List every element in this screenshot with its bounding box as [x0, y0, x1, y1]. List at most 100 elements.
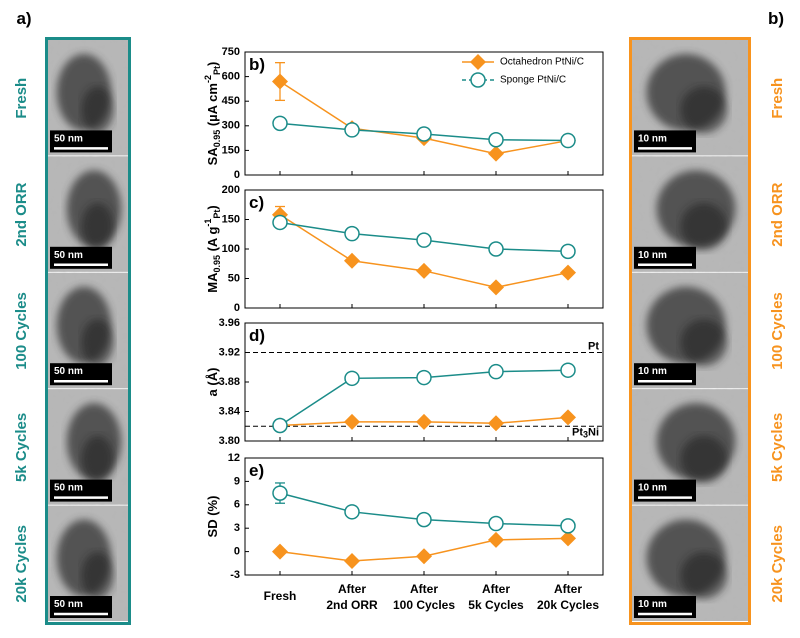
- panel-label: b): [249, 55, 265, 74]
- particle: [680, 435, 728, 483]
- y-tick-label: -3: [230, 569, 240, 581]
- text-piece: 3: [583, 430, 588, 440]
- x-tick-label: 20k Cycles: [537, 598, 599, 612]
- marker-circle: [488, 131, 504, 148]
- panel-label: d): [249, 326, 265, 345]
- particle: [81, 319, 114, 366]
- marker-circle: [560, 518, 576, 534]
- marker-circle: [560, 362, 576, 378]
- scale-box: [50, 246, 112, 269]
- reference-label: Pt: [588, 340, 599, 352]
- marker-circle: [416, 511, 432, 528]
- text-piece: -1: [203, 219, 213, 227]
- image-frame: [629, 37, 751, 625]
- scale-label: 10 nm: [638, 133, 667, 144]
- text-piece: (A g: [205, 227, 220, 255]
- scale-box: [634, 246, 696, 269]
- y-tick-label: 450: [222, 95, 240, 107]
- scale-box: [634, 363, 696, 386]
- scale-box: [634, 596, 696, 618]
- x-tick-label: After: [338, 582, 366, 596]
- y-tick-label: 3.80: [219, 435, 240, 447]
- marker-diamond: [488, 415, 504, 432]
- y-tick-label: 0: [234, 169, 240, 181]
- scale-box: [50, 130, 112, 153]
- y-axis-label: SA0.95​ (µA cm-2​Pt​): [203, 62, 222, 166]
- panel-label: c): [249, 193, 264, 212]
- marker-diamond: [272, 73, 288, 90]
- x-tick-label: After: [554, 582, 582, 596]
- row-label: 20k Cycles: [13, 525, 30, 603]
- scale-box: [634, 479, 696, 502]
- plot-frame: [244, 51, 604, 176]
- scale-label: 10 nm: [638, 366, 667, 377]
- legend-label: Octahedron PtNi/C: [500, 57, 584, 68]
- marker-circle: [416, 232, 432, 248]
- marker-diamond: [344, 252, 360, 269]
- marker-circle: [416, 369, 432, 386]
- row-label: 100 Cycles: [13, 292, 30, 370]
- particle: [81, 86, 114, 134]
- marker-diamond: [416, 413, 432, 430]
- y-tick-label: 3.84: [219, 405, 241, 417]
- y-tick-label: 3.96: [219, 317, 240, 329]
- marker-diamond: [272, 543, 288, 560]
- particle: [680, 319, 728, 366]
- particle: [680, 86, 728, 134]
- scale-label: 50 nm: [54, 366, 83, 377]
- y-tick-label: 300: [222, 120, 240, 132]
- text-piece: 0.95: [212, 130, 222, 148]
- x-tick-label: 100 Cycles: [393, 598, 455, 612]
- x-tick-label: After: [482, 582, 510, 596]
- marker-circle: [344, 370, 360, 387]
- scale-box: [50, 479, 112, 502]
- y-tick-label: 0: [234, 302, 240, 314]
- marker-circle: [488, 241, 504, 257]
- y-tick-label: 750: [222, 46, 240, 58]
- marker-circle: [344, 504, 360, 520]
- marker-diamond: [416, 548, 432, 565]
- marker-circle: [560, 243, 576, 260]
- row-label: Fresh: [769, 78, 786, 119]
- x-tick-label: Fresh: [264, 589, 297, 603]
- row-label: 100 Cycles: [769, 292, 786, 370]
- marker-circle: [344, 122, 360, 138]
- y-tick-label: 6: [234, 499, 240, 511]
- y-tick-label: 0: [234, 546, 240, 558]
- y-tick-label: 9: [234, 475, 240, 487]
- x-tick-label: 5k Cycles: [468, 598, 524, 612]
- text-piece: Pt: [572, 426, 583, 438]
- y-tick-label: 12: [228, 452, 240, 464]
- marker-circle: [560, 132, 576, 149]
- marker-diamond: [488, 145, 504, 162]
- text-piece: Pt: [212, 210, 222, 219]
- y-tick-label: 150: [222, 213, 240, 225]
- text-piece: -2: [203, 75, 213, 83]
- text-piece: 0.95: [212, 255, 222, 273]
- y-tick-label: 150: [222, 144, 240, 156]
- legend-label: Sponge PtNi/C: [500, 75, 566, 86]
- marker-diamond: [560, 409, 576, 426]
- text-piece: Ni: [588, 426, 599, 438]
- marker-circle: [272, 214, 288, 231]
- y-axis-label: MA0.95​ (A g-1​Pt​): [203, 205, 222, 293]
- marker-diamond: [470, 54, 486, 70]
- y-tick-label: 600: [222, 71, 240, 83]
- marker-diamond: [416, 262, 432, 279]
- panel-label: b): [768, 9, 784, 28]
- marker-circle: [344, 225, 360, 242]
- particle: [81, 435, 114, 483]
- marker-diamond: [344, 552, 360, 569]
- scale-label: 50 nm: [54, 133, 83, 144]
- y-tick-label: 3: [234, 522, 240, 534]
- row-label: 2nd ORR: [769, 182, 786, 246]
- scale-label: 50 nm: [54, 483, 83, 494]
- text-piece: SD (%): [205, 496, 220, 538]
- y-tick-label: 3.92: [219, 346, 240, 358]
- text-piece: (µA cm: [205, 83, 220, 130]
- marker-circle: [416, 126, 432, 142]
- scale-label: 10 nm: [638, 599, 667, 610]
- text-piece: Pt: [212, 66, 222, 75]
- particle: [81, 552, 114, 599]
